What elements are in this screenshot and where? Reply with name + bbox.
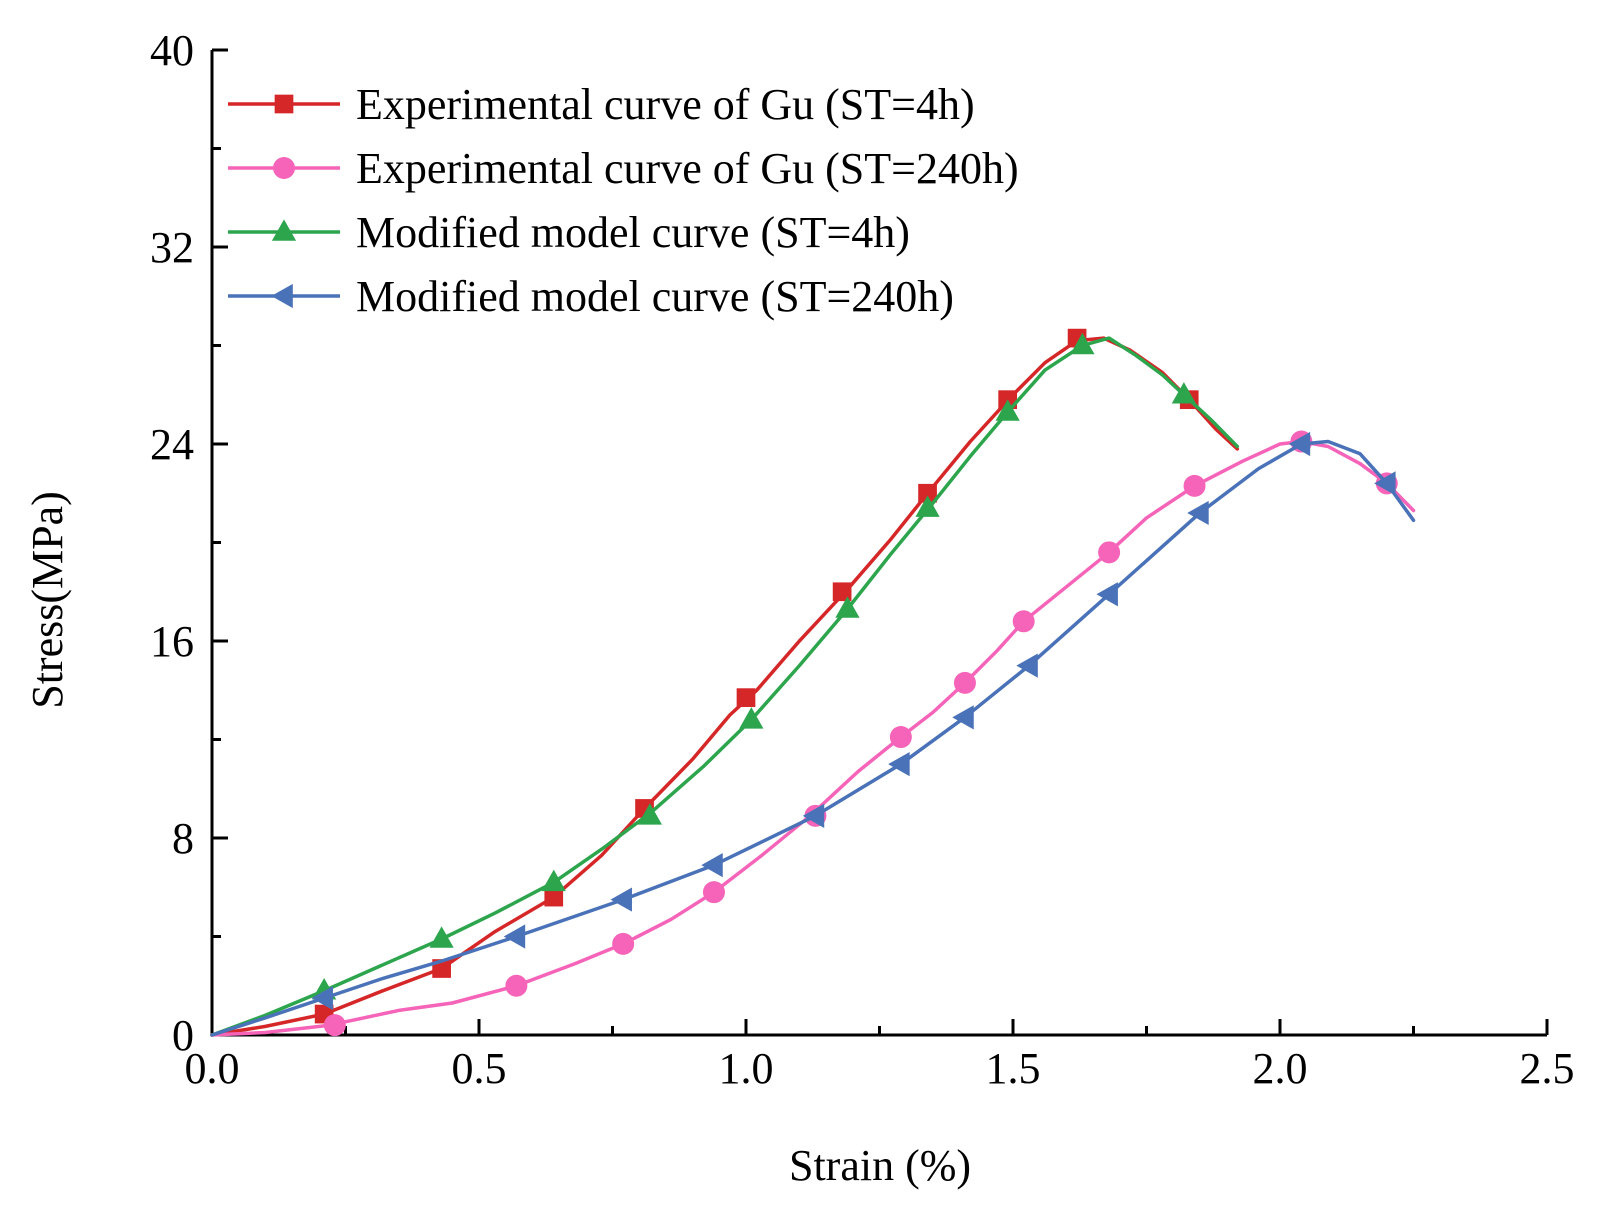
series-marker bbox=[802, 803, 825, 828]
x-tick-label: 0.5 bbox=[452, 1044, 507, 1093]
series-marker bbox=[1096, 582, 1118, 607]
series-marker bbox=[918, 483, 937, 503]
series-marker bbox=[1016, 653, 1038, 678]
series-marker bbox=[610, 887, 632, 912]
series-3 bbox=[210, 332, 1240, 1037]
legend-marker bbox=[271, 219, 297, 241]
series-marker bbox=[953, 671, 976, 694]
y-tick-label: 0 bbox=[172, 1011, 194, 1060]
x-ticks: 0.0 0.5 1.0 1.5 2.0 2.5 bbox=[185, 1019, 1575, 1093]
series-marker bbox=[739, 707, 764, 729]
series-line bbox=[210, 336, 1240, 1037]
x-tick-label: 2.5 bbox=[1520, 1044, 1575, 1093]
series-marker bbox=[832, 582, 852, 602]
series-marker bbox=[889, 726, 912, 749]
series-marker bbox=[503, 924, 526, 949]
series-marker bbox=[544, 887, 564, 907]
legend-marker bbox=[273, 157, 295, 179]
series-marker bbox=[995, 399, 1020, 421]
series-marker bbox=[952, 705, 974, 730]
series-1 bbox=[210, 328, 1240, 1037]
series-marker bbox=[637, 803, 662, 825]
x-tick-label: 0.0 bbox=[185, 1044, 240, 1093]
series-marker bbox=[1187, 500, 1209, 526]
series-marker bbox=[1070, 332, 1095, 355]
legend-item: Modified model curve (ST=4h) bbox=[228, 208, 910, 257]
x-tick-label: 1.0 bbox=[719, 1044, 774, 1093]
x-tick-label: 2.0 bbox=[1253, 1044, 1308, 1093]
series-marker bbox=[1098, 541, 1121, 564]
series-marker bbox=[1288, 431, 1311, 457]
y-tick-label: 40 bbox=[150, 26, 194, 75]
series-marker bbox=[736, 688, 756, 707]
legend-marker bbox=[274, 94, 294, 114]
series-marker bbox=[541, 869, 566, 892]
series-marker bbox=[1171, 382, 1196, 404]
series-marker bbox=[1374, 471, 1396, 496]
series-marker bbox=[702, 881, 725, 904]
axes bbox=[210, 50, 1547, 1037]
y-ticks: 0 8 16 24 32 40 bbox=[150, 26, 228, 1060]
series-marker bbox=[311, 985, 333, 1011]
legend-item: Modified model curve (ST=240h) bbox=[228, 272, 954, 321]
series-marker bbox=[429, 926, 454, 948]
y-tick-label: 24 bbox=[150, 420, 194, 469]
y-tick-label: 16 bbox=[150, 617, 194, 666]
series-marker bbox=[505, 974, 528, 997]
series-line bbox=[210, 439, 1416, 1037]
legend-item: Experimental curve of Gu (ST=240h) bbox=[228, 144, 1019, 193]
series-marker bbox=[1183, 474, 1206, 497]
series-marker bbox=[323, 1014, 346, 1037]
legend-item: Experimental curve of Gu (ST=4h) bbox=[228, 80, 975, 129]
y-tick-label: 8 bbox=[172, 814, 194, 863]
series-marker bbox=[612, 932, 635, 955]
legend-label: Experimental curve of Gu (ST=4h) bbox=[356, 80, 975, 129]
series-marker bbox=[888, 752, 910, 777]
series-marker bbox=[915, 495, 940, 517]
series-marker bbox=[701, 852, 723, 878]
legend-label: Modified model curve (ST=4h) bbox=[356, 208, 910, 257]
series-2 bbox=[210, 430, 1416, 1037]
legend: Experimental curve of Gu (ST=4h) Experime… bbox=[228, 80, 1019, 321]
legend-marker bbox=[271, 283, 293, 309]
x-axis-title: Strain (%) bbox=[789, 1141, 971, 1190]
series-line bbox=[210, 336, 1240, 1037]
legend-label: Experimental curve of Gu (ST=240h) bbox=[356, 144, 1019, 193]
series-marker bbox=[1012, 610, 1035, 633]
y-tick-label: 32 bbox=[150, 223, 194, 272]
x-tick-label: 1.5 bbox=[986, 1044, 1041, 1093]
series-4 bbox=[210, 431, 1416, 1037]
series-layer bbox=[210, 328, 1416, 1037]
y-axis-title: Stress(MPa) bbox=[23, 491, 72, 709]
series-marker bbox=[835, 596, 860, 618]
series-line bbox=[210, 439, 1416, 1037]
legend-label: Modified model curve (ST=240h) bbox=[356, 272, 954, 321]
